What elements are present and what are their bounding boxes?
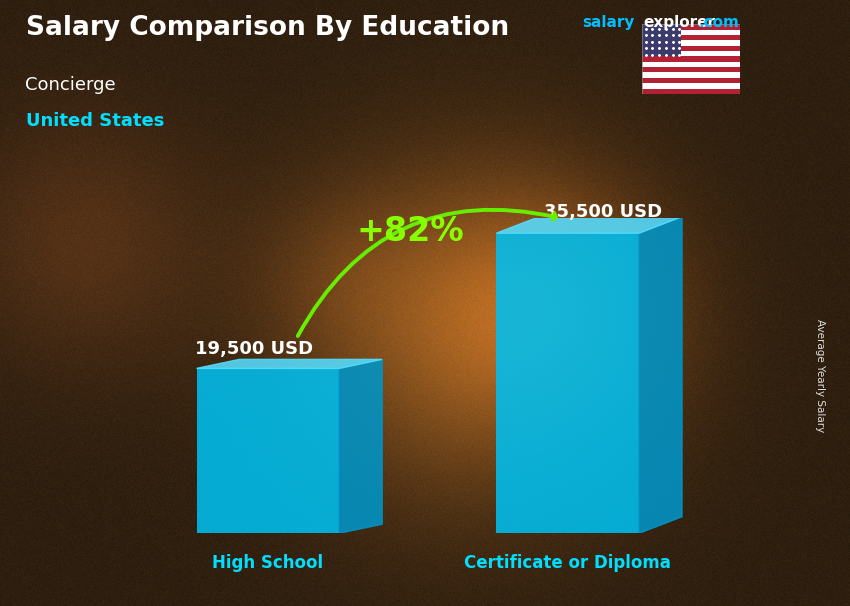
Bar: [642, 88, 740, 94]
Text: explorer: explorer: [643, 15, 716, 30]
Bar: [642, 73, 740, 78]
Bar: [642, 67, 740, 73]
Bar: [642, 41, 740, 45]
Text: .com: .com: [699, 15, 740, 30]
Bar: [642, 83, 740, 88]
Text: United States: United States: [26, 112, 164, 130]
Polygon shape: [196, 359, 382, 368]
Bar: [642, 56, 740, 62]
Text: High School: High School: [212, 554, 324, 573]
Polygon shape: [339, 359, 382, 533]
Bar: [642, 51, 740, 56]
Text: Salary Comparison By Education: Salary Comparison By Education: [26, 15, 508, 41]
Bar: [642, 78, 740, 83]
Text: 19,500 USD: 19,500 USD: [195, 340, 313, 358]
Text: salary: salary: [582, 15, 635, 30]
Bar: [496, 233, 639, 533]
Text: +82%: +82%: [357, 215, 465, 248]
Text: Concierge: Concierge: [26, 76, 116, 94]
Bar: [642, 62, 740, 67]
Bar: [642, 30, 740, 35]
Text: 35,500 USD: 35,500 USD: [545, 203, 662, 221]
Bar: [642, 35, 740, 41]
Polygon shape: [496, 217, 682, 233]
Text: Certificate or Diploma: Certificate or Diploma: [464, 554, 672, 573]
Polygon shape: [639, 217, 682, 533]
Bar: [196, 368, 339, 533]
Bar: [642, 45, 740, 51]
Bar: [642, 24, 681, 56]
Text: Average Yearly Salary: Average Yearly Salary: [815, 319, 825, 432]
Bar: [642, 24, 740, 30]
